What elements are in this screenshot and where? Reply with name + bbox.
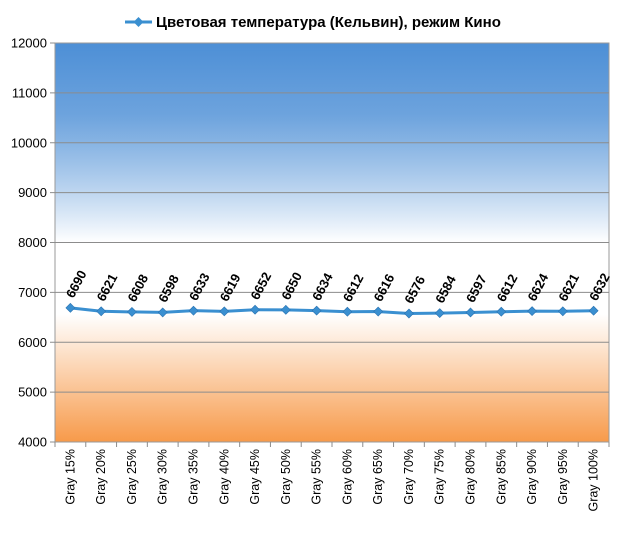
data-point bbox=[404, 308, 414, 319]
data-point bbox=[465, 307, 476, 318]
x-tick-label: Gray 80% bbox=[464, 449, 478, 505]
y-tick-label: 9000 bbox=[18, 185, 47, 200]
series-polyline bbox=[70, 306, 594, 316]
series-line bbox=[65, 302, 599, 319]
legend-label: Цветовая температура (Кельвин), режим Ки… bbox=[156, 14, 501, 31]
data-point bbox=[127, 307, 137, 317]
y-tick-label: 4000 bbox=[18, 435, 47, 450]
x-tick-label: Gray 40% bbox=[217, 449, 231, 505]
y-tick-label: 8000 bbox=[18, 235, 47, 250]
x-tick-label: Gray 30% bbox=[156, 449, 170, 505]
legend-marker bbox=[133, 17, 144, 27]
x-tick-label: Gray 60% bbox=[340, 449, 354, 505]
y-tick-label: 6000 bbox=[18, 335, 47, 350]
x-tick-label: Gray 35% bbox=[187, 449, 201, 505]
x-tick-label: Gray 100% bbox=[587, 449, 601, 512]
y-tick-label: 10000 bbox=[11, 135, 47, 150]
data-point bbox=[373, 306, 384, 317]
y-tick-label: 11000 bbox=[12, 85, 47, 100]
data-point bbox=[96, 306, 107, 317]
data-point bbox=[157, 307, 168, 318]
y-tick-label: 5000 bbox=[18, 385, 47, 400]
y-tick-label: 12000 bbox=[11, 36, 47, 51]
x-tick-label: Gray 65% bbox=[371, 449, 385, 505]
x-tick-label: Gray 95% bbox=[556, 449, 570, 505]
x-tick-label: Gray 15% bbox=[63, 449, 77, 505]
x-tick-label: Gray 55% bbox=[310, 449, 324, 505]
x-tick-label: Gray 50% bbox=[279, 449, 293, 505]
x-tick-label: Gray 75% bbox=[433, 449, 447, 505]
x-tick-label: Gray 20% bbox=[94, 449, 108, 505]
data-point bbox=[527, 306, 537, 317]
data-point bbox=[65, 302, 76, 313]
data-point bbox=[219, 306, 230, 317]
legend: Цветовая температура (Кельвин), режим Ки… bbox=[125, 14, 501, 31]
y-tick-label: 7000 bbox=[18, 285, 47, 300]
data-point bbox=[557, 306, 568, 317]
data-point bbox=[250, 304, 260, 315]
data-point bbox=[496, 306, 507, 317]
data-point bbox=[342, 306, 353, 317]
data-point bbox=[588, 305, 599, 316]
gridlines bbox=[55, 92, 609, 393]
x-tick-label: Gray 70% bbox=[402, 449, 416, 505]
x-tick-label: Gray 85% bbox=[494, 449, 508, 505]
x-tick-label: Gray 90% bbox=[525, 449, 539, 505]
y-axis: 4000 5000 6000 7000 8000 9000 10000 11000 12000 bbox=[11, 36, 55, 450]
x-tick-label: Gray 25% bbox=[125, 449, 139, 505]
data-point bbox=[311, 305, 322, 316]
x-axis: Gray 15% Gray 20% Gray 25% Gray 30% Gray 35%… bbox=[54, 442, 610, 512]
data-point bbox=[280, 304, 291, 315]
data-point bbox=[434, 308, 445, 319]
x-tick-label: Gray 45% bbox=[248, 449, 262, 505]
data-point bbox=[188, 305, 199, 316]
